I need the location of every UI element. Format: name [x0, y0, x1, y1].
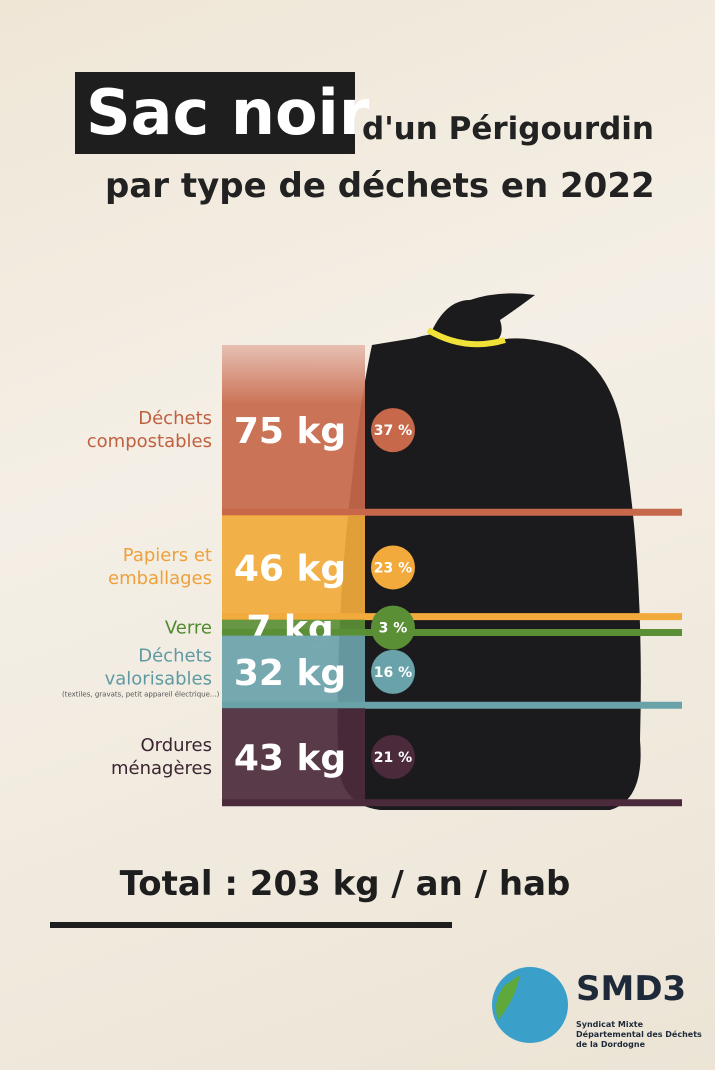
logo-caption: Syndicat Mixte Départemental des Déchets…: [576, 1020, 702, 1049]
category-label: Ordures ménagères: [62, 734, 212, 780]
band: [222, 515, 365, 620]
total-underline: [50, 922, 452, 928]
share-mark: [371, 605, 415, 650]
title-box: [75, 72, 355, 154]
share-label: 16 %: [374, 665, 412, 681]
category-label: Verre: [62, 616, 212, 639]
total-label: Total : 203 kg / an / hab: [120, 864, 571, 904]
share-label: 37 %: [374, 423, 412, 439]
logo-leaf: [496, 975, 520, 1020]
category-text: Déchets compostables: [86, 408, 212, 453]
title-rest: d'un Périgourdin: [362, 111, 655, 147]
bag-knot: [430, 293, 535, 342]
logo-name: SMD3: [576, 969, 686, 1009]
value-label: 43 kg: [234, 738, 346, 779]
share-label: 3 %: [379, 621, 408, 637]
bag: [337, 333, 641, 810]
value-label: 46 kg: [234, 548, 346, 589]
category-label: Déchets compostables: [62, 407, 212, 453]
share-label: 21 %: [374, 750, 412, 766]
category-text: Déchets valorisables: [104, 645, 212, 690]
category-text: Verre: [164, 617, 212, 639]
share-mark: [371, 649, 415, 694]
band: [222, 708, 365, 806]
value-label: 32 kg: [234, 653, 346, 694]
title-highlight: Sac noir: [86, 76, 370, 149]
bag-tie: [426, 327, 506, 348]
category-text: Papiers et emballages: [108, 545, 212, 590]
share-label: 23 %: [374, 560, 412, 576]
category-label: Déchets valorisables (textiles, gravats, …: [62, 644, 220, 699]
top-fade: [222, 345, 365, 515]
band: [222, 635, 365, 709]
subtitle: par type de déchets en 2022: [105, 166, 655, 206]
share-mark: [371, 408, 415, 453]
category-label: Papiers et emballages: [62, 544, 212, 590]
category-text: Ordures ménagères: [110, 735, 212, 779]
share-mark: [371, 735, 415, 780]
share-mark: [371, 545, 415, 590]
category-note: (textiles, gravats, petit appareil élect…: [62, 690, 220, 699]
